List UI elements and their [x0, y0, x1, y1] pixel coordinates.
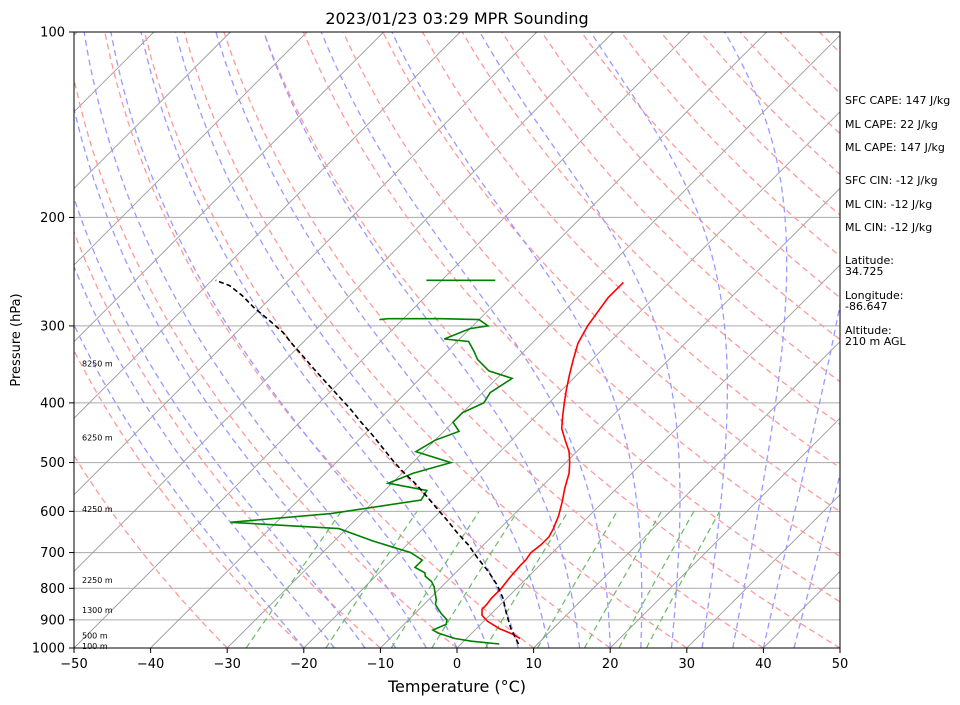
isotherm-line [303, 111, 840, 648]
moist-adiabat-line [724, 32, 788, 648]
data-layer [215, 279, 624, 645]
x-tick-label: 50 [832, 657, 849, 672]
moist-adiabat-line [590, 32, 729, 648]
isotherm-line [380, 187, 840, 648]
dry-adiabat-line [74, 76, 458, 648]
stat-line: ML CAPE: 22 J/kg [845, 118, 938, 131]
dry-adiabat-line [580, 32, 840, 299]
y-tick-label: 800 [40, 582, 65, 597]
moist-adiabat-line [74, 105, 397, 648]
stat-line-value: 210 m AGL [845, 335, 907, 348]
stat-line: ML CIN: -12 J/kg [845, 198, 932, 211]
isotherm-line [74, 32, 308, 266]
x-tick-label: 40 [755, 657, 772, 672]
moist-adiabat-line [762, 301, 840, 648]
stats-panel: SFC CAPE: 147 J/kg ML CAPE: 22 J/kg ML CAP… [845, 94, 950, 348]
mixing-ratio-line [484, 510, 569, 648]
x-tick-label: 20 [602, 657, 619, 672]
x-tick-label: 10 [525, 657, 542, 672]
moist-adiabat-line [215, 32, 550, 648]
x-tick-label: −40 [137, 657, 164, 672]
dry-adiabat-line [104, 32, 534, 648]
y-tick-label: 1000 [32, 642, 65, 657]
mixing-ratio-line [245, 510, 342, 648]
y-tick-label: 900 [40, 613, 65, 628]
height-label: 8250 m [82, 359, 113, 368]
moist-adiabat-line [263, 32, 581, 648]
grid-layer [74, 32, 840, 648]
dry-adiabat-line [74, 349, 305, 648]
y-tick-label: 100 [40, 26, 65, 41]
x-tick-label: −20 [290, 657, 317, 672]
stat-line: SFC CAPE: 147 J/kg [845, 94, 950, 107]
moist-adiabat-line [793, 472, 840, 648]
tick-layer: −50 −40 −30 −20 −10 0 10 20 30 40 50 100 200 300 400 50… [32, 26, 848, 673]
height-label: 2250 m [82, 576, 113, 585]
moist-adiabat-line [83, 32, 427, 648]
isotherm-line [74, 32, 384, 343]
isotherm-line [609, 417, 840, 648]
dewpoint-profile [230, 317, 514, 645]
stat-line-value: -86.647 [845, 300, 887, 313]
height-label: 500 m [82, 632, 108, 641]
moist-adiabat-line [479, 32, 681, 648]
height-label: 1300 m [82, 606, 113, 615]
mixing-ratio-line [645, 511, 721, 648]
height-label: 4250 m [82, 505, 113, 514]
mixing-ratio-line [325, 510, 418, 648]
y-tick-label: 700 [40, 546, 65, 561]
mixing-ratio-line [536, 510, 618, 648]
isotherm-line [74, 32, 461, 419]
y-tick-label: 200 [40, 211, 65, 226]
x-axis-title: Temperature (°C) [387, 677, 526, 696]
temperature-profile [481, 281, 624, 640]
height-label: 100 m [82, 642, 108, 651]
moist-adiabat-line [110, 32, 458, 648]
isotherm-line [74, 32, 231, 190]
moist-adiabat-line [320, 32, 611, 648]
stat-line: ML CIN: -12 J/kg [845, 221, 932, 234]
mixing-ratio-line [618, 511, 695, 648]
x-tick-label: −30 [213, 657, 240, 672]
x-tick-label: 0 [453, 657, 461, 672]
stat-line: Latitude: [845, 254, 894, 267]
dry-adiabat-line [183, 32, 688, 648]
y-tick-label: 600 [40, 505, 65, 520]
isotherm-line [74, 32, 614, 573]
parcel-path [215, 279, 520, 645]
isotherm-line [74, 32, 691, 648]
x-tick-label: −10 [367, 657, 394, 672]
isotherm-line [686, 494, 840, 648]
height-label: 6250 m [82, 433, 113, 442]
stat-line-value: 34.725 [845, 265, 884, 278]
mixing-ratio-line [583, 511, 662, 648]
stat-line: Altitude: [845, 324, 892, 337]
x-tick-label: 30 [679, 657, 696, 672]
dry-adiabat-line [342, 32, 840, 558]
x-tick-label: −50 [60, 657, 87, 672]
moist-adiabat-line [74, 196, 366, 648]
mixing-ratio-line [431, 510, 519, 648]
y-tick-label: 500 [40, 456, 65, 471]
y-axis-title: Pressure (hPa) [9, 293, 24, 386]
isotherm-line [74, 32, 538, 496]
dry-adiabat-line [382, 32, 840, 513]
isotherm-line [226, 34, 840, 648]
stat-line: ML CAPE: 147 J/kg [845, 141, 945, 154]
mixing-ratio-line [390, 510, 480, 648]
dry-adiabat-line [263, 32, 840, 648]
y-tick-label: 300 [40, 319, 65, 334]
stat-line: Longitude: [845, 289, 903, 302]
moist-adiabat-line [391, 32, 643, 648]
stat-line: SFC CIN: -12 J/kg [845, 174, 938, 187]
y-tick-label: 400 [40, 396, 65, 411]
chart-title: 2023/01/23 03:29 MPR Sounding [325, 9, 588, 28]
isotherm-line [533, 340, 840, 648]
moist-adiabat-line [74, 264, 335, 648]
